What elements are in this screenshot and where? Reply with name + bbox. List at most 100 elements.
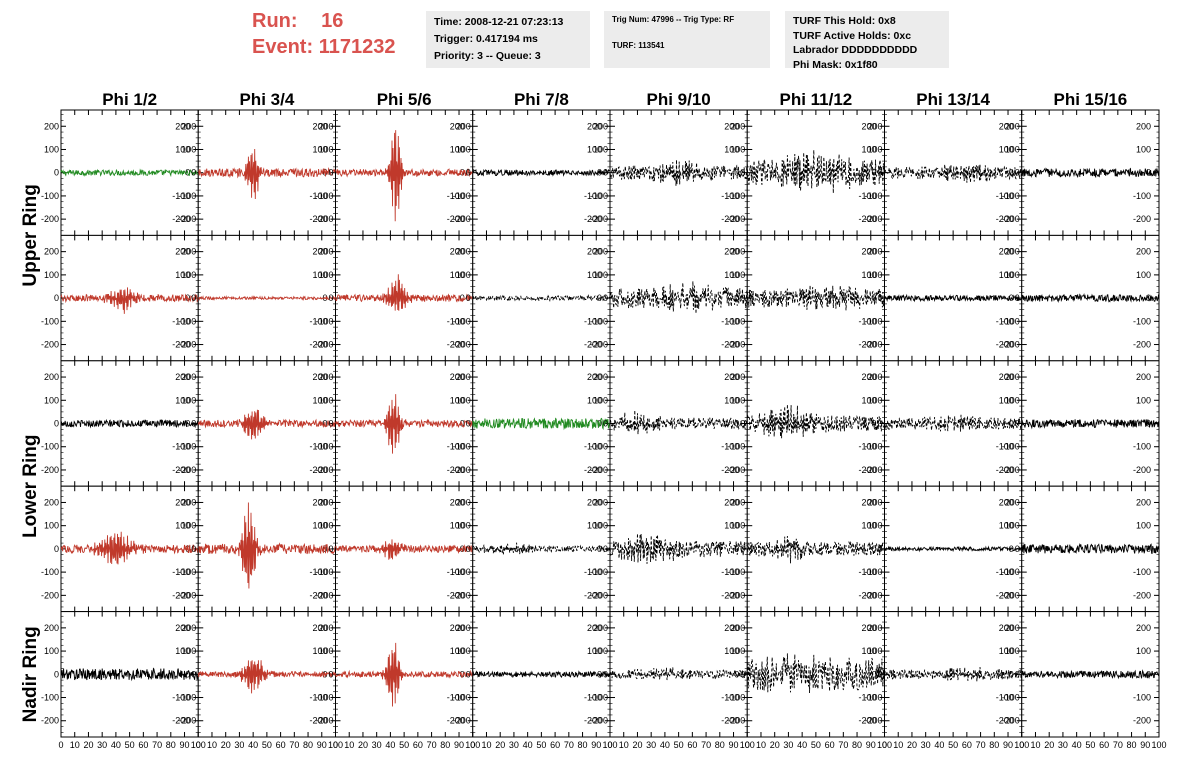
x-tick-label: 20 xyxy=(770,740,780,750)
x-tick-label: 0 xyxy=(58,740,63,750)
y-tick-label: 200 xyxy=(450,372,465,382)
y-tick-label: 100 xyxy=(730,521,745,531)
waveform-trace xyxy=(609,667,748,681)
y-tick-label: 0 xyxy=(877,544,882,554)
y-tick-label: 100 xyxy=(456,521,471,531)
y-tick-label: -100 xyxy=(858,693,876,703)
x-tick-label: 0 xyxy=(333,740,338,750)
x-tick-label: 20 xyxy=(632,740,642,750)
y-tick-label: 0 xyxy=(54,669,59,679)
x-tick-label: 60 xyxy=(276,740,286,750)
y-tick-label: 200 xyxy=(44,497,59,507)
y-tick-label: -200 xyxy=(996,590,1014,600)
x-tick-label: 10 xyxy=(1030,740,1040,750)
y-tick-label: -200 xyxy=(41,716,59,726)
y-tick-label: 100 xyxy=(867,395,882,405)
y-tick-label: 100 xyxy=(450,395,465,405)
y-tick-label: 200 xyxy=(593,121,608,131)
x-tick-label: 0 xyxy=(470,740,475,750)
y-tick-label: 100 xyxy=(999,646,1014,656)
y-tick-label: 100 xyxy=(318,270,333,280)
y-tick-label: 200 xyxy=(867,497,882,507)
y-tick-label: 200 xyxy=(181,623,196,633)
y-tick-label: -100 xyxy=(727,567,745,577)
x-tick-label: 20 xyxy=(907,740,917,750)
y-tick-label: 0 xyxy=(54,168,59,178)
y-tick-label: -100 xyxy=(447,442,465,452)
y-tick-label: 0 xyxy=(740,544,745,554)
y-tick-label: 100 xyxy=(456,270,471,280)
y-tick-label: 100 xyxy=(730,144,745,154)
y-tick-label: -200 xyxy=(864,340,882,350)
y-tick-label: 200 xyxy=(450,121,465,131)
column-header: Phi 1/2 xyxy=(102,90,157,109)
x-tick-label: 80 xyxy=(989,740,999,750)
y-tick-label: -200 xyxy=(41,465,59,475)
column-header: Phi 13/14 xyxy=(916,90,990,109)
waveform-trace xyxy=(609,533,748,564)
x-tick-label: 100 xyxy=(740,740,755,750)
y-tick-label: -200 xyxy=(41,590,59,600)
y-tick-label: -100 xyxy=(1002,191,1020,201)
y-tick-label: 200 xyxy=(1005,623,1020,633)
y-tick-label: -200 xyxy=(1002,465,1020,475)
y-tick-label: 0 xyxy=(191,168,196,178)
event-line: Event: 1171232 xyxy=(252,34,395,60)
y-tick-label: 200 xyxy=(175,247,190,257)
y-tick-label: -100 xyxy=(447,191,465,201)
turf-hold-text: TURF This Hold: 0x8 xyxy=(793,15,896,27)
y-tick-label: -100 xyxy=(41,191,59,201)
y-tick-label: -200 xyxy=(996,340,1014,350)
x-tick-label: 10 xyxy=(619,740,629,750)
y-tick-label: -100 xyxy=(727,693,745,703)
y-tick-label: 100 xyxy=(175,270,190,280)
waveform-trace xyxy=(1021,419,1160,430)
y-tick-label: -200 xyxy=(172,340,190,350)
y-tick-label: 200 xyxy=(867,121,882,131)
y-tick-label: 200 xyxy=(593,623,608,633)
y-tick-label: 200 xyxy=(724,121,739,131)
y-tick-label: -200 xyxy=(309,590,327,600)
y-tick-label: 200 xyxy=(724,372,739,382)
y-tick-label: -200 xyxy=(172,214,190,224)
y-tick-label: -200 xyxy=(309,340,327,350)
y-tick-label: 100 xyxy=(1136,144,1151,154)
y-tick-label: -100 xyxy=(309,191,327,201)
y-tick-label: 0 xyxy=(877,293,882,303)
y-tick-label: -100 xyxy=(584,316,602,326)
y-tick-label: -100 xyxy=(864,316,882,326)
y-tick-label: 100 xyxy=(318,144,333,154)
y-tick-label: -200 xyxy=(584,340,602,350)
x-tick-label: 30 xyxy=(509,740,519,750)
y-tick-label: 100 xyxy=(861,521,876,531)
x-tick-label: 60 xyxy=(687,740,697,750)
column-header: Phi 7/8 xyxy=(514,90,569,109)
x-tick-label: 100 xyxy=(328,740,343,750)
waveform-trace xyxy=(472,670,611,679)
y-tick-label: 200 xyxy=(867,372,882,382)
x-tick-label: 80 xyxy=(1127,740,1137,750)
y-tick-label: 200 xyxy=(175,372,190,382)
y-tick-label: -100 xyxy=(315,693,333,703)
waveform-trace xyxy=(1021,669,1160,680)
x-tick-label: 40 xyxy=(248,740,258,750)
y-tick-label: -100 xyxy=(453,442,471,452)
y-tick-label: -200 xyxy=(447,214,465,224)
y-tick-label: -200 xyxy=(315,590,333,600)
event-label: Event: xyxy=(252,36,314,58)
y-tick-label: -100 xyxy=(315,191,333,201)
x-tick-label: 80 xyxy=(166,740,176,750)
x-tick-label: 70 xyxy=(976,740,986,750)
y-tick-label: 200 xyxy=(730,121,745,131)
x-tick-label: 10 xyxy=(344,740,354,750)
y-tick-label: 100 xyxy=(312,270,327,280)
x-tick-label: 30 xyxy=(1058,740,1068,750)
y-tick-label: -100 xyxy=(453,316,471,326)
